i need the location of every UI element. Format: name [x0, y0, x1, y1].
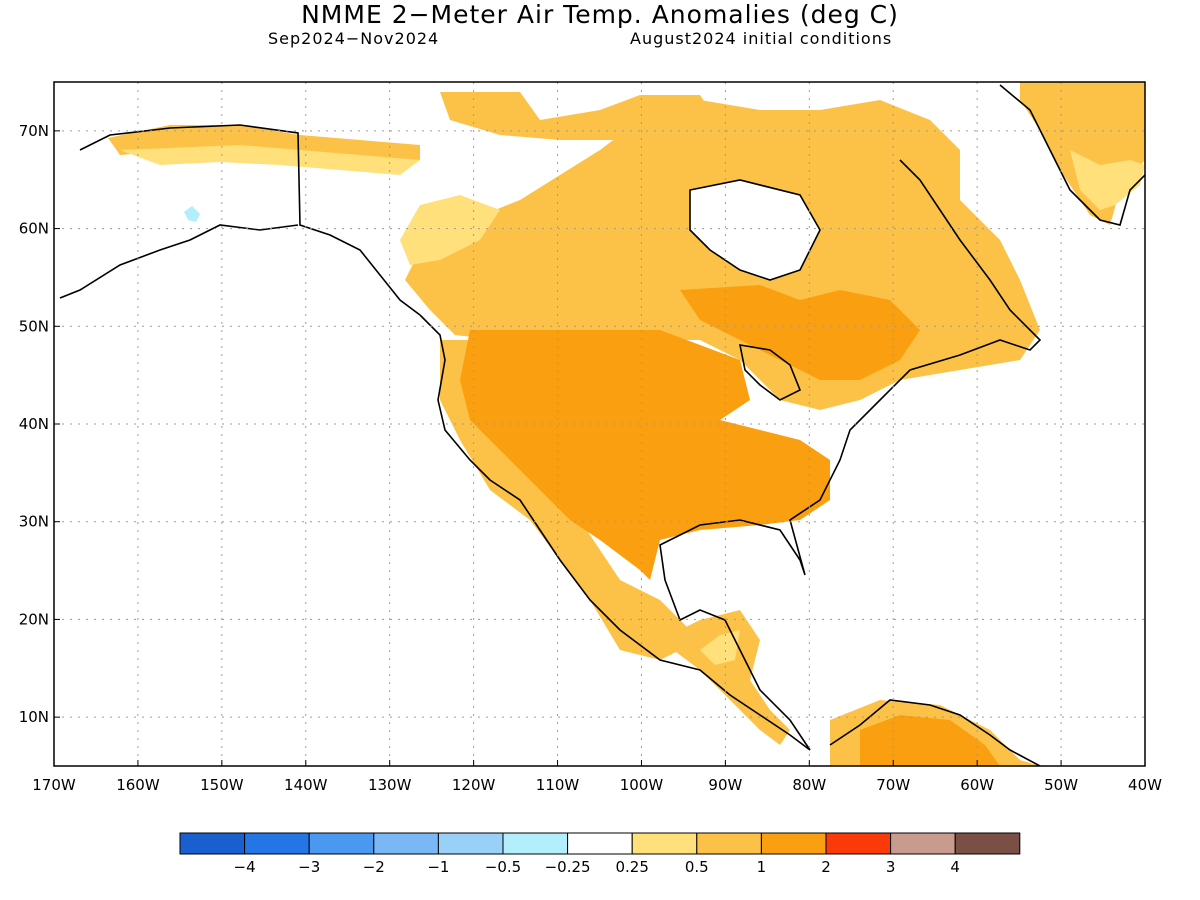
lat-label: 60N: [19, 220, 49, 238]
legend-swatch: [890, 832, 956, 855]
lat-label: 30N: [19, 513, 49, 531]
legend-label: −0.25: [545, 858, 591, 876]
lon-label: 100W: [620, 776, 664, 794]
legend-label: 3: [886, 858, 896, 876]
greenland-weak-anomaly: [1070, 150, 1145, 210]
lon-label: 160W: [116, 776, 160, 794]
legend-swatch: [760, 832, 827, 855]
lon-label: 80W: [792, 776, 826, 794]
alaska-weak-anomaly: [120, 145, 420, 175]
legend-label: −0.5: [485, 858, 521, 876]
coastlines: [59, 84, 1145, 766]
legend-swatch: [825, 832, 892, 855]
lon-label: 40W: [1128, 776, 1162, 794]
lat-label: 20N: [19, 610, 49, 628]
legend-swatch: [696, 832, 762, 855]
legend-swatch: [308, 832, 375, 855]
alaska-cool-spot: [184, 206, 200, 222]
forecast-period: Sep2024−Nov2024: [268, 29, 440, 48]
anomaly-shading: [108, 82, 1145, 766]
south-america-coastline: [829, 699, 1041, 766]
north-america-gulf-and-east-coast: [659, 159, 1042, 751]
plot-frame: [53, 81, 1146, 767]
map-title: NMME 2−Meter Air Temp. Anomalies (deg C): [301, 0, 899, 29]
lon-label: 60W: [960, 776, 994, 794]
longitude-labels: 170W 160W 150W 140W 130W 120W 110W 100W 90W 80W 70…: [32, 776, 1162, 794]
lon-label: 150W: [200, 776, 244, 794]
initial-conditions: August2024 initial conditions: [630, 29, 893, 48]
arctic-islands-anomaly: [440, 92, 720, 140]
lat-label: 10N: [19, 708, 49, 726]
legend-swatch: [437, 832, 504, 855]
legend-label: −4: [234, 858, 256, 876]
legend-label: 2: [821, 858, 831, 876]
lat-label: 50N: [19, 317, 49, 335]
lon-label: 170W: [32, 776, 76, 794]
legend-label: −2: [363, 858, 385, 876]
greenland-coastline: [999, 84, 1145, 226]
eastern-canada-strong-anomaly: [680, 285, 920, 380]
legend-swatch: [373, 832, 439, 855]
legend-swatch: [631, 832, 698, 855]
alaska-coastline: [59, 124, 421, 316]
graticule: [53, 82, 1146, 766]
alaska-north-slope-anomaly: [108, 125, 420, 160]
legend-label: 0.25: [615, 858, 648, 876]
lon-label: 120W: [452, 776, 496, 794]
legend-swatch: [502, 832, 569, 855]
latitude-labels: 10N 20N 30N 40N 50N 60N 70N: [19, 122, 49, 726]
legend-label: 1: [757, 858, 767, 876]
color-legend: −4 −3 −2 −1 −0.5 −0.25 0.25 0.5 1 2 3 4: [179, 832, 1021, 876]
legend-label: −3: [298, 858, 320, 876]
hudson-bay-coastline: [689, 179, 821, 281]
bc-weak-anomaly: [400, 195, 500, 265]
legend-swatch: [567, 832, 633, 855]
legend-swatch: [954, 832, 1021, 855]
lon-label: 90W: [708, 776, 742, 794]
legend-swatch: [179, 832, 246, 855]
us-mexico-strong-anomaly: [460, 330, 830, 580]
central-america-anomaly: [660, 610, 790, 745]
legend-label: 0.5: [685, 858, 709, 876]
north-america-west-coast: [419, 314, 811, 751]
lat-label: 40N: [19, 415, 49, 433]
legend-label: −1: [427, 858, 449, 876]
lon-label: 50W: [1044, 776, 1078, 794]
lat-label: 70N: [19, 122, 49, 140]
hudson-bay-neutral: [690, 180, 820, 280]
lon-label: 130W: [368, 776, 412, 794]
great-lakes: [738, 344, 802, 401]
legend-swatch: [244, 832, 310, 855]
lon-label: 110W: [536, 776, 580, 794]
yucatan-weak-anomaly: [700, 630, 740, 665]
lon-label: 70W: [876, 776, 910, 794]
lon-label: 140W: [284, 776, 328, 794]
legend-label: 4: [950, 858, 960, 876]
south-america-strong-anomaly: [860, 715, 1000, 766]
